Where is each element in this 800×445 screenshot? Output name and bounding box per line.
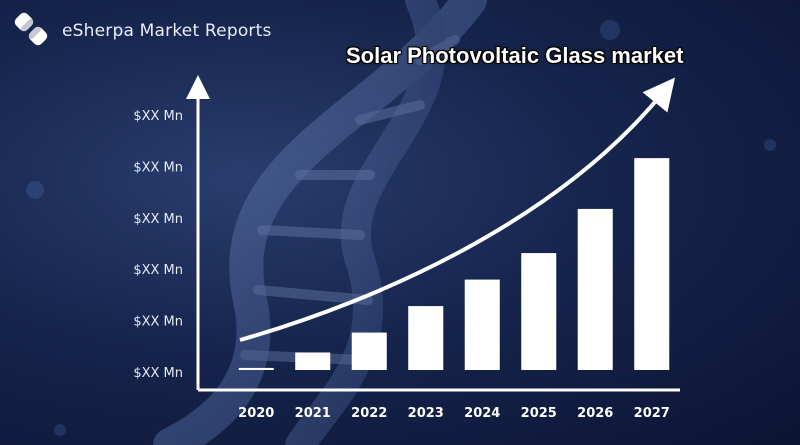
x-tick-label: 2022 [351, 406, 387, 421]
bar-2023 [408, 306, 444, 370]
bar-2020 [238, 367, 274, 370]
brand: eSherpa Market Reports [10, 8, 272, 54]
y-tick-label: $XX Mn [133, 315, 183, 330]
bar-2025 [521, 253, 557, 370]
y-tick-label: $XX Mn [133, 263, 183, 278]
x-tick-label: 2024 [464, 406, 500, 421]
y-tick-label: $XX Mn [133, 366, 183, 381]
bar-2027 [634, 158, 670, 370]
bar-2024 [464, 279, 500, 370]
chart-title: Solar Photovoltaic Glass market [346, 43, 684, 68]
brand-name: eSherpa Market Reports [62, 21, 272, 41]
bar-2026 [577, 208, 613, 370]
y-tick-label: $XX Mn [133, 212, 183, 227]
x-tick-label: 2027 [634, 406, 670, 421]
x-tick-label: 2025 [521, 406, 557, 421]
x-tick-label: 2021 [295, 406, 331, 421]
bar-2022 [351, 332, 387, 370]
x-tick-label: 2023 [408, 406, 444, 421]
x-tick-label: 2020 [238, 406, 274, 421]
y-tick-label: $XX Mn [133, 160, 183, 175]
esherpa-logo-icon [14, 12, 48, 46]
y-tick-label: $XX Mn [133, 109, 183, 124]
x-tick-label: 2026 [577, 406, 613, 421]
trend-arrow [239, 77, 676, 342]
bar-2021 [295, 352, 331, 370]
